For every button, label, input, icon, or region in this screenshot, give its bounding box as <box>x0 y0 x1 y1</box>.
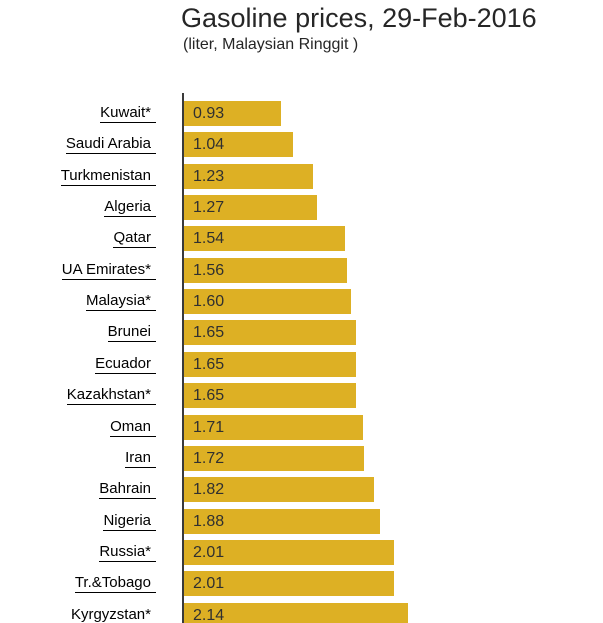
category-label: Ecuador <box>0 352 156 377</box>
category-link[interactable]: Saudi Arabia <box>65 135 156 154</box>
bar <box>184 226 345 251</box>
category-label: Kuwait* <box>0 101 156 126</box>
value-label: 2.01 <box>193 575 225 592</box>
bar <box>184 352 356 377</box>
category-label: Algeria <box>0 195 156 220</box>
y-axis-line <box>182 93 184 623</box>
value-label: 2.01 <box>193 544 225 561</box>
category-label: Turkmenistan <box>0 164 156 189</box>
category-label: Bahrain <box>0 477 156 502</box>
bar <box>184 509 380 534</box>
bar <box>184 258 347 283</box>
category-label: Malaysia* <box>0 289 156 314</box>
value-label: 1.56 <box>193 262 225 279</box>
bar <box>184 571 394 596</box>
bar <box>184 320 356 345</box>
bar <box>184 540 394 565</box>
category-link[interactable]: Oman <box>110 418 156 437</box>
category-label: Qatar <box>0 226 156 251</box>
category-label: Oman <box>0 415 156 440</box>
category-label: Russia* <box>0 540 156 565</box>
bar <box>184 446 364 471</box>
category-label: Tr.&Tobago <box>0 571 156 596</box>
category-link[interactable]: Kyrgyzstan* <box>71 606 156 623</box>
category-link[interactable]: Malaysia* <box>85 292 156 311</box>
value-label: 1.88 <box>193 513 225 530</box>
value-label: 1.65 <box>193 356 225 373</box>
bar <box>184 603 408 623</box>
value-label: 2.14 <box>193 607 225 623</box>
value-label: 1.65 <box>193 387 225 404</box>
value-label: 1.04 <box>193 136 225 153</box>
category-link[interactable]: Turkmenistan <box>60 167 156 186</box>
bar <box>184 415 363 440</box>
category-link[interactable]: Nigeria <box>103 512 156 531</box>
value-label: 1.71 <box>193 419 225 436</box>
category-label: Kyrgyzstan* <box>0 603 156 623</box>
category-link[interactable]: Ecuador <box>95 355 156 374</box>
category-label: Brunei <box>0 320 156 345</box>
value-label: 1.65 <box>193 324 225 341</box>
category-label: Iran <box>0 446 156 471</box>
bar <box>184 101 281 126</box>
category-label: Kazakhstan* <box>0 383 156 408</box>
category-link[interactable]: UA Emirates* <box>61 261 156 280</box>
value-label: 1.60 <box>193 293 225 310</box>
bar <box>184 477 374 502</box>
value-label: 1.82 <box>193 481 225 498</box>
category-link[interactable]: Qatar <box>113 229 156 248</box>
chart-subtitle: (liter, Malaysian Ringgit ) <box>183 36 359 53</box>
value-label: 1.27 <box>193 199 225 216</box>
category-link[interactable]: Russia* <box>99 543 156 562</box>
chart-title: Gasoline prices, 29-Feb-2016 <box>181 3 537 33</box>
category-link[interactable]: Iran <box>125 449 156 468</box>
bar <box>184 289 351 314</box>
category-link[interactable]: Bahrain <box>99 480 156 499</box>
category-label: Nigeria <box>0 509 156 534</box>
bar <box>184 383 356 408</box>
bar <box>184 164 313 189</box>
bar <box>184 195 317 220</box>
value-label: 1.72 <box>193 450 225 467</box>
bar <box>184 132 293 157</box>
category-link[interactable]: Algeria <box>104 198 156 217</box>
category-label: Saudi Arabia <box>0 132 156 157</box>
value-label: 1.23 <box>193 168 225 185</box>
value-label: 0.93 <box>193 105 225 122</box>
category-link[interactable]: Brunei <box>107 323 156 342</box>
category-link[interactable]: Tr.&Tobago <box>74 574 156 593</box>
category-label: UA Emirates* <box>0 258 156 283</box>
category-link[interactable]: Kuwait* <box>100 104 156 123</box>
value-label: 1.54 <box>193 230 225 247</box>
category-link[interactable]: Kazakhstan* <box>66 386 156 405</box>
